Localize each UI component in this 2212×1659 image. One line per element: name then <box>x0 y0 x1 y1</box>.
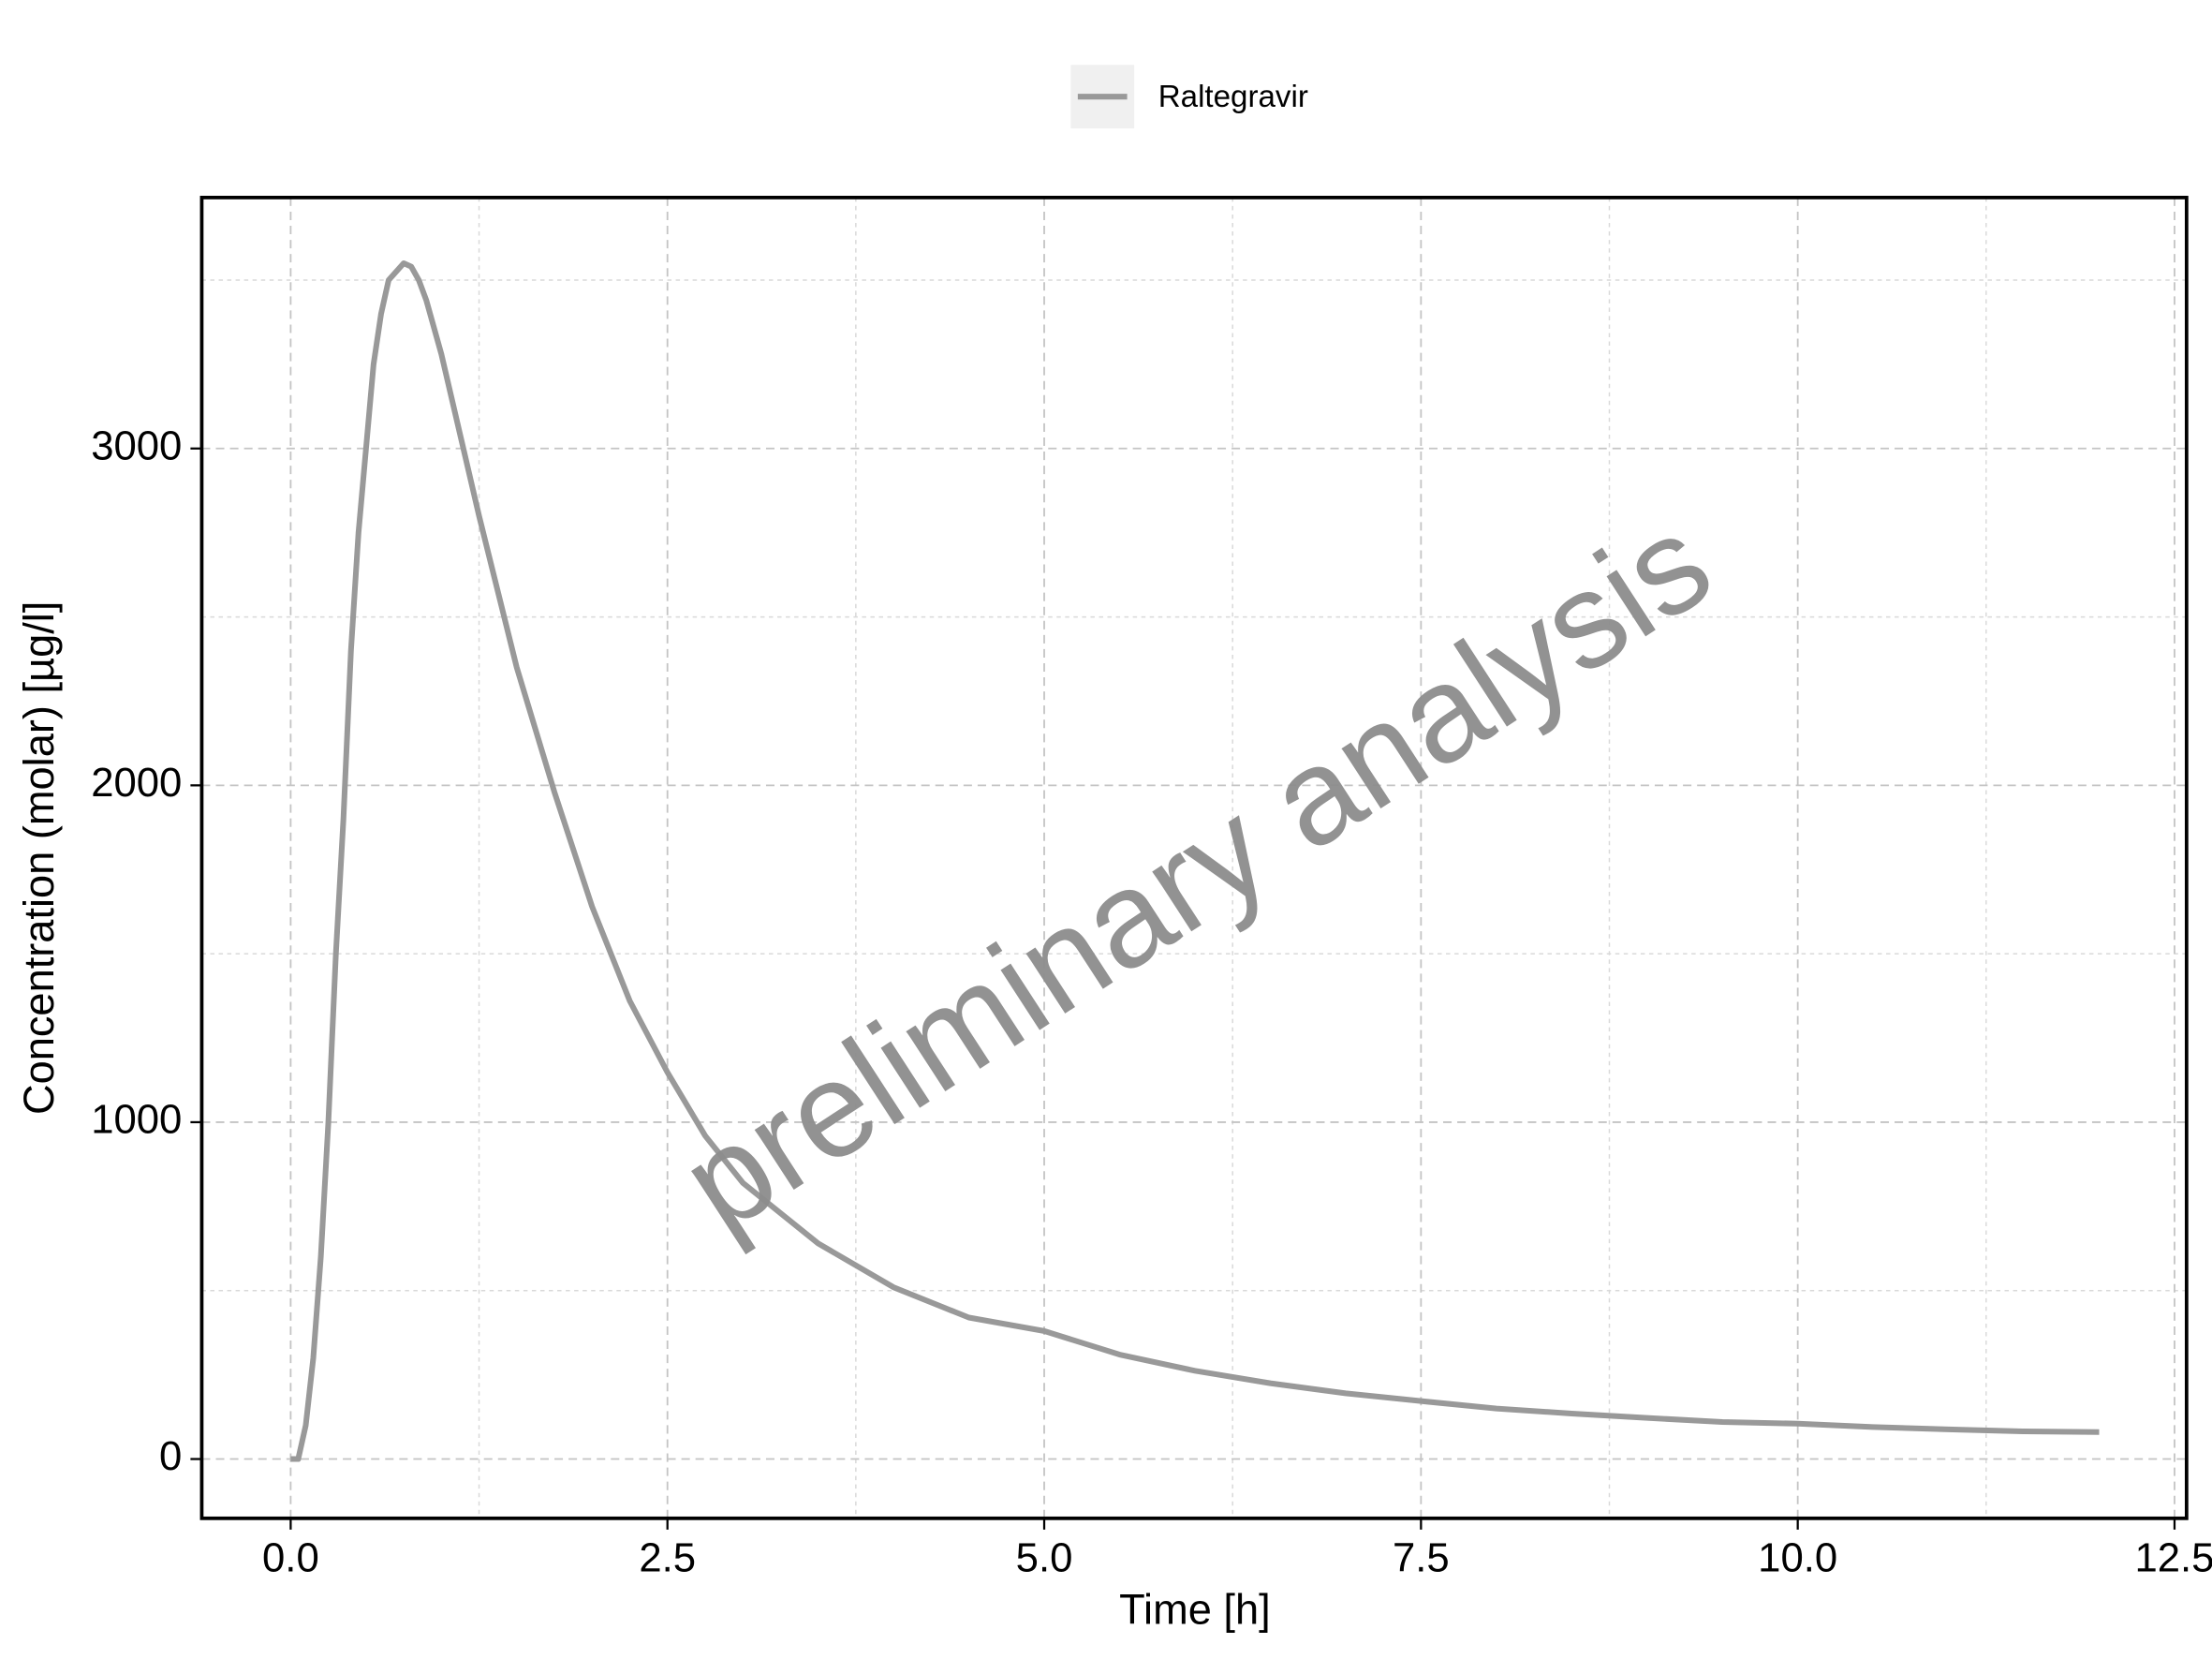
x-tick-label: 5.0 <box>1016 1535 1073 1581</box>
legend-label: Raltegravir <box>1158 80 1308 114</box>
y-tick-label: 3000 <box>91 422 182 468</box>
x-tick-label: 2.5 <box>639 1535 696 1581</box>
x-tick-label: 12.5 <box>2134 1535 2212 1581</box>
y-tick-label: 2000 <box>91 760 182 806</box>
x-tick-label: 10.0 <box>1758 1535 1837 1581</box>
y-axis-label: Concentration (molar) [µg/l] <box>15 601 63 1115</box>
x-axis-label: Time [h] <box>1119 1586 1271 1634</box>
data-line <box>290 259 2100 1462</box>
y-tick-label: 0 <box>159 1433 182 1479</box>
watermark: preliminary analysis <box>656 485 1735 1260</box>
plot-border <box>199 196 2189 1520</box>
x-tick-label: 7.5 <box>1393 1535 1450 1581</box>
x-tick-label: 0.0 <box>262 1535 319 1581</box>
y-tick-label: 1000 <box>91 1096 182 1142</box>
